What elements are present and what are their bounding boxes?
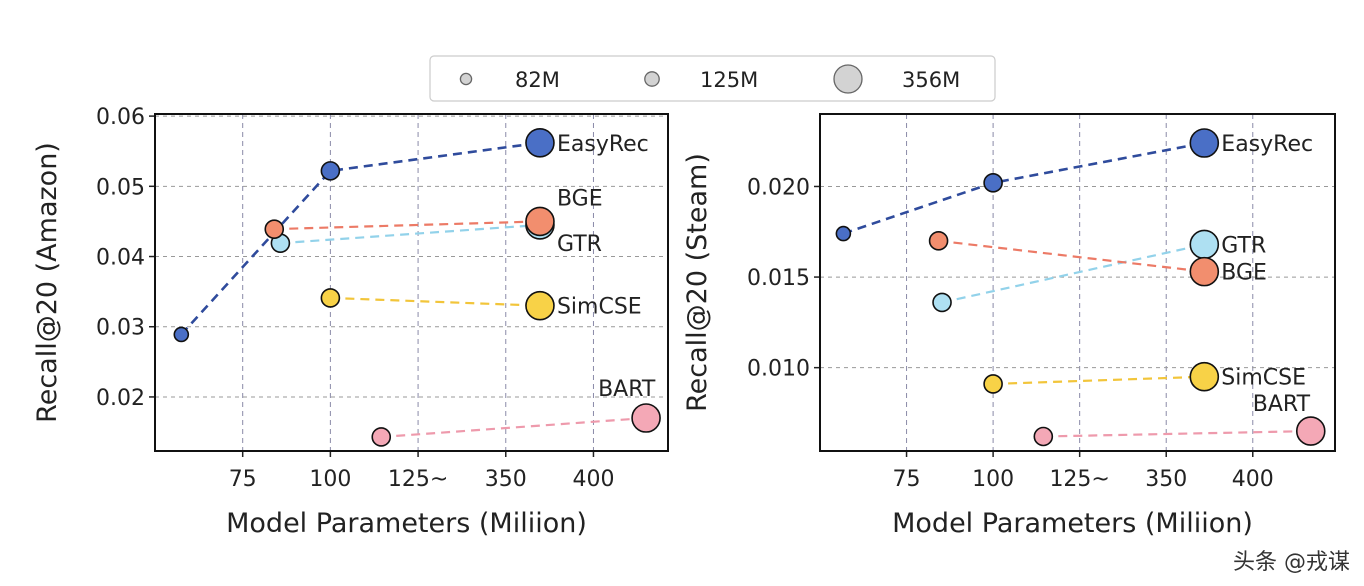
series-line-EasyRec (842, 141, 1205, 235)
x-tick-label: 75 (229, 467, 257, 492)
series-line-EasyRec (180, 141, 541, 336)
data-point-EasyRec (525, 127, 555, 158)
data-point-BART (1033, 426, 1054, 447)
y-axis-label: Recall@20 (Amazon) (32, 142, 63, 423)
y-tick-label: 0.020 (747, 175, 810, 200)
y-tick-label: 0.015 (747, 266, 810, 291)
series-line-GTR (280, 223, 541, 245)
data-point-EasyRec (835, 225, 852, 242)
data-point-SimCSE (983, 374, 1003, 394)
y-tick-label: 0.06 (96, 105, 145, 130)
series-line-SimCSE (330, 296, 541, 307)
series-label-GTR: GTR (557, 232, 602, 257)
x-axis-label: Model Parameters (Miliion) (226, 508, 587, 539)
data-point-EasyRec (1189, 128, 1220, 158)
series-label-GTR: GTR (1221, 233, 1266, 258)
data-point-BGE (1189, 256, 1220, 287)
series-line-BART (1043, 429, 1311, 438)
plot-frame (154, 113, 669, 452)
x-tick-label: 350 (1145, 467, 1187, 492)
series-label-BART: BART (598, 377, 656, 402)
y-tick-label: 0.010 (747, 357, 810, 382)
series-line-BART (381, 416, 647, 439)
x-tick-label: 400 (1232, 467, 1274, 492)
x-tick-label: 75 (893, 467, 921, 492)
series-line-SimCSE (993, 375, 1205, 386)
legend-label: 356M (902, 68, 960, 92)
x-tick-label: 350 (485, 467, 527, 492)
x-tick-label: 125~ (1049, 467, 1109, 492)
data-point-BART (371, 427, 392, 447)
legend: 82M 125M 356M (429, 55, 996, 102)
data-point-EasyRec (320, 161, 341, 181)
y-tick-label: 0.02 (96, 386, 145, 411)
legend-marker-356M (833, 64, 863, 94)
data-point-EasyRec (983, 173, 1003, 193)
data-point-SimCSE (1189, 361, 1220, 392)
data-point-SimCSE (320, 288, 341, 308)
chart-steam: 75 100 125~ 350 400 0.010 0.015 0.020 BARTSimCSE… (682, 113, 1336, 539)
x-tick-label: 100 (972, 467, 1014, 492)
legend-label: 125M (700, 68, 758, 92)
data-point-BART (1295, 416, 1326, 446)
data-point-BGE (264, 219, 285, 239)
x-tick-label: 100 (309, 467, 351, 492)
chart-amazon: 75 100 125~ 350 400 0.02 0.03 0.04 0.05 0.06 BART S… (32, 105, 669, 539)
data-point-GTR (1189, 229, 1220, 260)
series-line-BGE (274, 220, 541, 231)
plot-frame (819, 113, 1336, 452)
y-tick-label: 0.03 (96, 316, 145, 341)
y-tick-label: 0.05 (96, 175, 145, 200)
data-point-BGE (928, 231, 949, 251)
data-point-BART (631, 403, 661, 433)
series-label-BART: BART (1253, 392, 1311, 417)
series-label-EasyRec: EasyRec (557, 132, 649, 157)
x-tick-label: 400 (572, 467, 614, 492)
data-point-GTR (932, 292, 952, 313)
y-tick-label: 0.04 (96, 246, 145, 271)
series-label-BGE: BGE (557, 186, 603, 211)
series-label-BGE: BGE (1221, 261, 1267, 286)
legend-marker-125M (644, 71, 660, 87)
y-axis-label: Recall@20 (Steam) (682, 153, 713, 412)
x-axis-label: Model Parameters (Miliion) (892, 508, 1253, 539)
data-point-BGE (525, 206, 555, 237)
legend-marker-82M (459, 72, 473, 86)
data-point-EasyRec (173, 326, 190, 343)
watermark: 头条 @戎谋 (1233, 550, 1350, 575)
series-label-SimCSE: SimCSE (557, 295, 642, 320)
series-label-EasyRec: EasyRec (1221, 132, 1313, 157)
series-label-SimCSE: SimCSE (1221, 366, 1306, 391)
x-tick-label: 125~ (388, 467, 448, 492)
legend-label: 82M (515, 68, 560, 92)
series-line-BGE (938, 239, 1205, 273)
series-line-GTR (941, 243, 1205, 304)
data-point-SimCSE (525, 290, 555, 321)
